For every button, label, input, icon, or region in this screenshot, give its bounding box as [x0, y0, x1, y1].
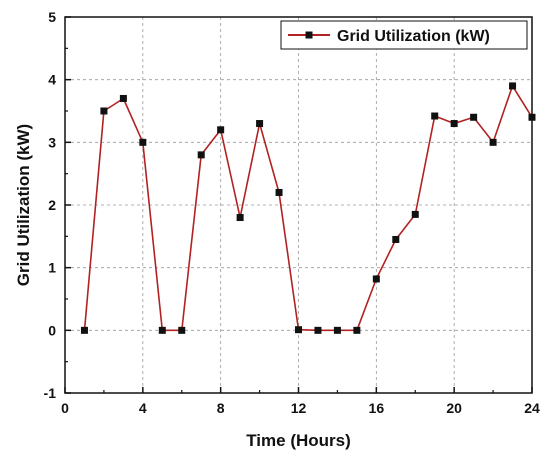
x-tick-label: 12 — [291, 400, 307, 416]
data-point — [178, 326, 186, 334]
x-axis-label: Time (Hours) — [246, 431, 351, 450]
x-tick-label: 24 — [524, 400, 540, 416]
legend-label: Grid Utilization (kW) — [337, 28, 490, 45]
y-tick-label: 1 — [48, 260, 56, 276]
data-point — [489, 138, 497, 146]
data-point — [392, 235, 400, 243]
x-tick-label: 20 — [446, 400, 462, 416]
grid — [65, 17, 532, 393]
data-point — [217, 126, 225, 134]
data-point — [197, 151, 205, 159]
data-point — [411, 210, 419, 218]
x-tick-label: 16 — [369, 400, 385, 416]
y-tick-label: 5 — [48, 9, 56, 25]
series-line — [83, 85, 533, 332]
x-tick-label: 0 — [61, 400, 69, 416]
legend: Grid Utilization (kW) — [280, 20, 528, 50]
y-tick-label: 0 — [48, 322, 56, 338]
data-point — [353, 326, 361, 334]
data-point — [431, 112, 439, 120]
data-point — [333, 326, 341, 334]
data-point — [256, 120, 264, 128]
y-tick-label: 4 — [48, 72, 56, 88]
series-layer — [80, 82, 536, 334]
data-point — [119, 94, 127, 102]
y-tick-label: 3 — [48, 134, 56, 150]
data-point — [275, 188, 283, 196]
data-point — [509, 82, 517, 90]
data-point — [372, 275, 380, 283]
data-point — [139, 138, 147, 146]
data-point — [450, 120, 458, 128]
data-point — [100, 107, 108, 115]
data-point — [470, 113, 478, 121]
data-point — [295, 326, 302, 334]
y-axis-label: Grid Utilization (kW) — [14, 124, 33, 286]
y-tick-label: -1 — [44, 385, 57, 401]
data-point — [158, 326, 166, 334]
data-point — [314, 326, 322, 334]
y-tick-label: 2 — [48, 197, 56, 213]
legend-marker-icon — [305, 31, 313, 39]
x-tick-label: 8 — [217, 400, 225, 416]
x-tick-label: 4 — [139, 400, 147, 416]
data-point — [236, 214, 244, 222]
data-point — [80, 326, 88, 334]
